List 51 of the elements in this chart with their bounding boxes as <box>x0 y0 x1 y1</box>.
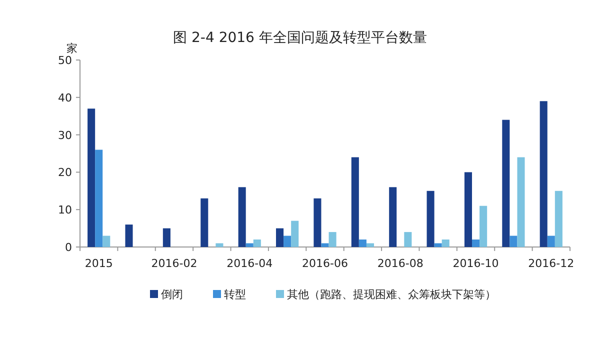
x-tick-label: 2016-02 <box>151 257 198 270</box>
bar <box>502 120 510 247</box>
bar <box>434 243 442 247</box>
chart-title: 图 2-4 2016 年全国问题及转型平台数量 <box>173 30 427 46</box>
bar <box>426 190 434 247</box>
bar <box>480 206 488 247</box>
x-tick-label: 2016-04 <box>226 257 273 270</box>
bar <box>284 236 292 247</box>
legend-label: 倒闭 <box>161 288 183 301</box>
bar <box>314 198 322 247</box>
bar <box>442 240 450 247</box>
bar <box>291 220 299 247</box>
y-tick-label: 40 <box>58 91 72 104</box>
y-tick-label: 30 <box>58 128 72 142</box>
bar <box>216 243 224 247</box>
y-tick-label: 0 <box>65 241 72 254</box>
x-tick-label: 2016-10 <box>452 257 499 270</box>
bar <box>389 187 397 247</box>
bar <box>464 172 472 247</box>
x-tick-label: 2016-06 <box>302 257 348 270</box>
bar <box>125 224 133 247</box>
bar <box>246 243 254 247</box>
bar <box>95 150 103 247</box>
bar <box>102 236 110 247</box>
x-tick-label: 2015 <box>84 257 113 270</box>
y-tick-label: 50 <box>58 54 72 67</box>
bar <box>162 228 170 247</box>
bar <box>321 243 329 247</box>
bar <box>510 236 518 247</box>
bar <box>200 198 208 247</box>
x-tick-label: 2016-12 <box>528 257 574 270</box>
y-axis-title: 家 <box>66 42 78 55</box>
bar <box>276 228 284 247</box>
bar <box>472 240 480 247</box>
y-tick-label: 20 <box>58 166 72 180</box>
y-tick-label: 10 <box>58 204 72 217</box>
bar <box>366 243 374 247</box>
bar <box>238 187 246 247</box>
bar <box>328 232 336 247</box>
bar <box>358 240 366 247</box>
bar <box>517 157 525 247</box>
bar <box>404 232 412 247</box>
bar <box>540 101 548 247</box>
bar <box>547 236 555 247</box>
bar <box>88 108 96 247</box>
x-tick-label: 2016-08 <box>377 257 424 270</box>
bar <box>554 190 562 247</box>
legend-label: 其他（跑路、提现困难、众筹板块下架等） <box>287 288 496 301</box>
legend-label: 转型 <box>224 288 246 301</box>
bar <box>351 157 359 247</box>
bar <box>253 240 261 247</box>
